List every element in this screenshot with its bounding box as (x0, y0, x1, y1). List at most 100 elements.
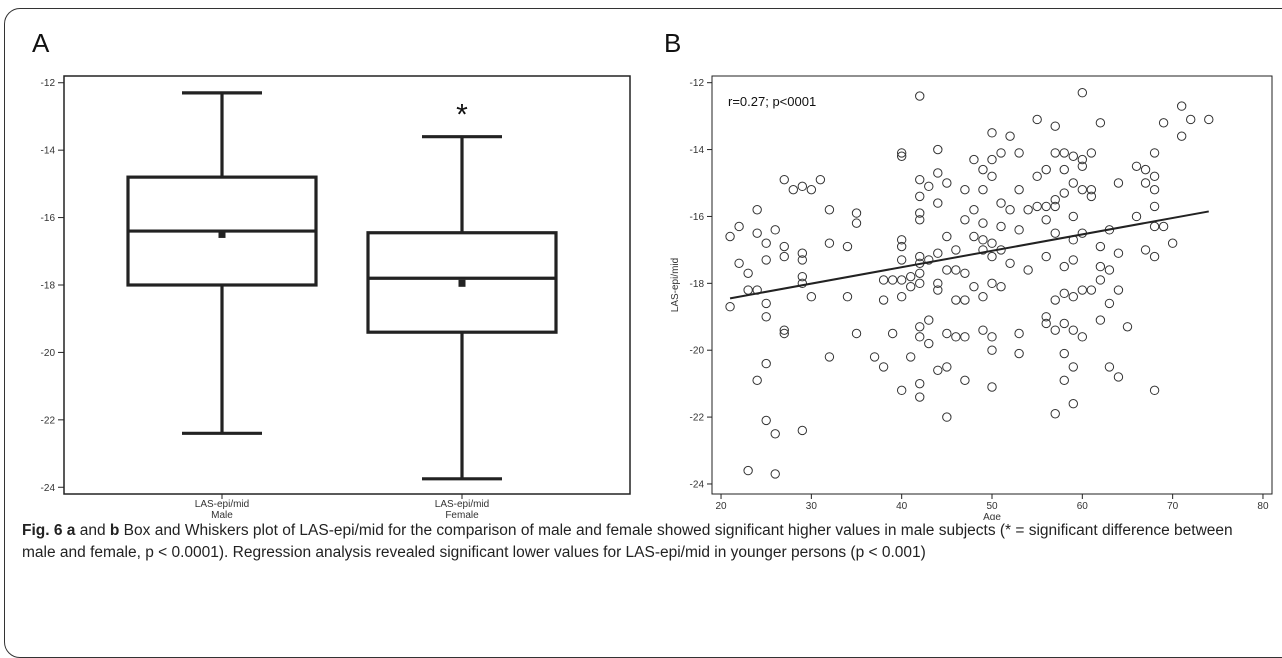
data-point (752, 205, 762, 215)
data-point (1140, 178, 1151, 188)
x-tick-label-line2: Female (445, 510, 479, 520)
y-tick-label-b: -14 (690, 145, 705, 156)
data-point (1086, 184, 1097, 195)
data-point (996, 198, 1006, 208)
data-point (887, 275, 898, 285)
data-point (1086, 191, 1097, 202)
data-point (987, 171, 997, 182)
data-point (878, 275, 889, 285)
data-point (1068, 178, 1078, 188)
data-point (987, 251, 997, 262)
x-tick-label-b: 60 (1077, 501, 1089, 512)
panel-letter-a: A (32, 28, 50, 58)
data-point (1041, 215, 1051, 225)
data-point (1104, 362, 1115, 372)
data-point (779, 241, 789, 252)
data-point (996, 281, 1006, 292)
data-point (1005, 131, 1015, 141)
y-tick-label-b: -24 (690, 479, 705, 490)
panel-letter-b: B (664, 28, 681, 58)
caption-bold-a: a (66, 522, 76, 539)
data-point (842, 241, 853, 252)
data-point (743, 465, 753, 476)
x-tick-label-b: 50 (986, 501, 998, 512)
data-point (1059, 261, 1069, 272)
data-point (779, 251, 789, 262)
data-point (1095, 275, 1106, 285)
data-point (1104, 298, 1115, 309)
data-point (924, 255, 934, 265)
data-point (1014, 348, 1024, 359)
figure: A -12 -14 -16 -18 -20 -22 -24 LAS-epi/mid Male LA… (4, 8, 1282, 658)
data-point (978, 218, 988, 228)
data-point (1131, 211, 1142, 222)
data-point (1041, 312, 1051, 322)
data-point (1176, 101, 1187, 111)
x-tick-label-line1: LAS-epi/mid (435, 499, 489, 510)
data-point (770, 469, 780, 479)
data-point (951, 295, 961, 305)
data-point (770, 225, 780, 235)
data-point (1050, 228, 1060, 238)
data-point (1023, 265, 1033, 275)
data-point (951, 265, 961, 275)
data-point (1050, 148, 1060, 158)
y-tick-label-a: -14 (41, 146, 56, 157)
data-point (987, 128, 997, 138)
data-point (915, 208, 925, 218)
data-point (906, 271, 916, 282)
data-point (1068, 362, 1078, 372)
data-point (743, 268, 753, 278)
y-tick-label-a: -16 (41, 213, 56, 224)
data-point (960, 332, 970, 342)
data-point (969, 154, 979, 165)
data-point (978, 184, 988, 195)
data-point (1014, 184, 1024, 195)
data-point (915, 215, 925, 225)
data-point (1032, 171, 1042, 182)
data-point (1077, 285, 1088, 295)
data-point (752, 228, 762, 238)
data-point (942, 265, 952, 275)
plot-area-b (711, 75, 1273, 495)
data-point (1086, 148, 1097, 158)
data-point (869, 352, 880, 362)
data-point (1032, 201, 1042, 212)
data-point (1095, 261, 1106, 272)
data-point (797, 278, 808, 289)
data-point (933, 248, 943, 258)
data-point (734, 258, 744, 268)
data-point (1149, 385, 1160, 396)
box-male (126, 91, 318, 435)
x-tick-label-b: 40 (896, 501, 908, 512)
data-point (1050, 121, 1060, 131)
data-point (933, 144, 943, 155)
data-point (1050, 195, 1060, 205)
scatter-axes: -12 -14 -16 -18 -20 -22 -24 20 30 40 50 60 70 80 Age LA… (670, 75, 1273, 520)
data-point (1050, 325, 1060, 335)
caption-text: Box and Whiskers plot of LAS-epi/mid for… (22, 522, 1233, 561)
data-point (933, 365, 943, 375)
data-point (752, 375, 762, 386)
data-point (788, 184, 798, 195)
data-point (969, 231, 979, 242)
data-point (978, 164, 988, 175)
data-point (915, 91, 925, 101)
data-point (797, 248, 808, 258)
scatter-marks (725, 88, 1214, 479)
data-point (878, 362, 889, 372)
data-point (896, 151, 907, 161)
data-point (1014, 148, 1024, 158)
data-point (1077, 88, 1088, 98)
data-point (1077, 161, 1088, 171)
data-point (779, 174, 789, 185)
data-point (987, 154, 997, 165)
data-point (896, 292, 907, 302)
y-tick-label-b: -16 (690, 212, 705, 223)
box-female (366, 135, 558, 481)
data-point (978, 292, 988, 302)
data-point (960, 268, 970, 278)
data-point (1095, 315, 1106, 325)
data-point (1077, 184, 1088, 195)
data-point (851, 328, 862, 339)
